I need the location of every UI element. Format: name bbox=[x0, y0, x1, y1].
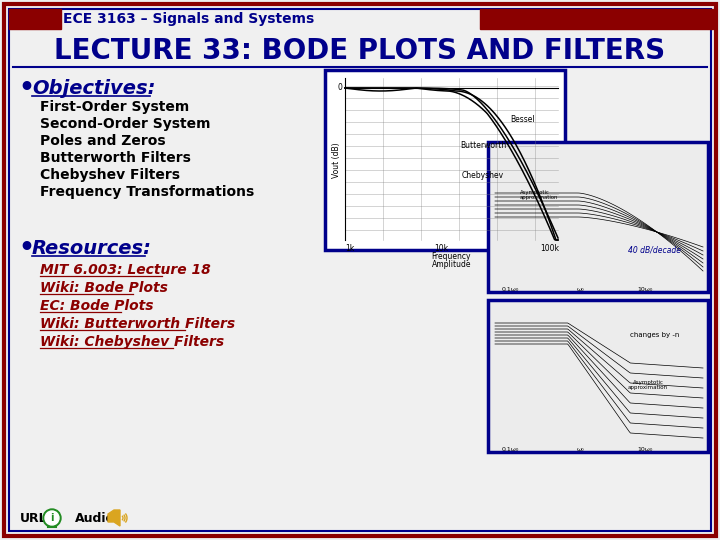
Text: Chebyshev: Chebyshev bbox=[462, 171, 504, 179]
Text: 100k: 100k bbox=[541, 244, 559, 253]
Text: ω₀: ω₀ bbox=[576, 287, 584, 292]
Text: Audio:: Audio: bbox=[75, 511, 120, 524]
Text: Wiki: Butterworth Filters: Wiki: Butterworth Filters bbox=[40, 317, 235, 331]
Bar bbox=[9, 9, 61, 29]
Text: Asymptotic
approximation: Asymptotic approximation bbox=[520, 190, 559, 200]
FancyBboxPatch shape bbox=[488, 142, 708, 292]
Text: 40 dB/decade: 40 dB/decade bbox=[629, 246, 682, 254]
Text: ω₀: ω₀ bbox=[576, 447, 584, 452]
Text: 0: 0 bbox=[337, 84, 342, 92]
FancyBboxPatch shape bbox=[325, 70, 565, 250]
Text: Wiki: Bode Plots: Wiki: Bode Plots bbox=[40, 281, 168, 295]
Text: Poles and Zeros: Poles and Zeros bbox=[40, 134, 166, 148]
Text: ECE 3163 – Signals and Systems: ECE 3163 – Signals and Systems bbox=[63, 12, 314, 26]
Text: Butterworth Filters: Butterworth Filters bbox=[40, 151, 191, 165]
Text: MIT 6.003: Lecture 18: MIT 6.003: Lecture 18 bbox=[40, 263, 211, 277]
Text: 0.1ω₀: 0.1ω₀ bbox=[501, 287, 518, 292]
Text: Bessel: Bessel bbox=[510, 116, 535, 125]
Text: URL:: URL: bbox=[20, 511, 53, 524]
FancyBboxPatch shape bbox=[9, 9, 711, 531]
Text: Chebyshev Filters: Chebyshev Filters bbox=[40, 168, 180, 182]
Text: Objectives:: Objectives: bbox=[32, 78, 156, 98]
Text: Asymptotic
approximation: Asymptotic approximation bbox=[628, 380, 668, 390]
Text: First-Order System: First-Order System bbox=[40, 100, 189, 114]
Text: 10ω₀: 10ω₀ bbox=[637, 287, 653, 292]
Text: i: i bbox=[50, 513, 54, 523]
Text: Frequency Transformations: Frequency Transformations bbox=[40, 185, 254, 199]
Text: Butterworth: Butterworth bbox=[460, 140, 506, 150]
FancyBboxPatch shape bbox=[4, 4, 716, 536]
Circle shape bbox=[45, 511, 59, 525]
Text: Amplitude: Amplitude bbox=[432, 260, 472, 269]
Circle shape bbox=[43, 509, 61, 527]
Text: 1k: 1k bbox=[346, 244, 355, 253]
Text: 0.1ω₀: 0.1ω₀ bbox=[501, 447, 518, 452]
Text: 10k: 10k bbox=[434, 244, 448, 253]
Text: Wiki: Chebyshev Filters: Wiki: Chebyshev Filters bbox=[40, 335, 224, 349]
Text: Second-Order System: Second-Order System bbox=[40, 117, 210, 131]
Text: •: • bbox=[18, 76, 34, 100]
Text: Frequency: Frequency bbox=[432, 252, 472, 261]
Text: Resources:: Resources: bbox=[32, 239, 152, 258]
FancyBboxPatch shape bbox=[488, 300, 708, 452]
Polygon shape bbox=[108, 510, 120, 526]
Text: 10ω₀: 10ω₀ bbox=[637, 447, 653, 452]
Text: •: • bbox=[18, 236, 34, 260]
Text: EC: Bode Plots: EC: Bode Plots bbox=[40, 299, 153, 313]
Text: changes by -n: changes by -n bbox=[630, 332, 680, 338]
Text: LECTURE 33: BODE PLOTS AND FILTERS: LECTURE 33: BODE PLOTS AND FILTERS bbox=[55, 37, 665, 65]
Text: Vout (dB): Vout (dB) bbox=[331, 142, 341, 178]
Bar bbox=[480, 9, 713, 29]
